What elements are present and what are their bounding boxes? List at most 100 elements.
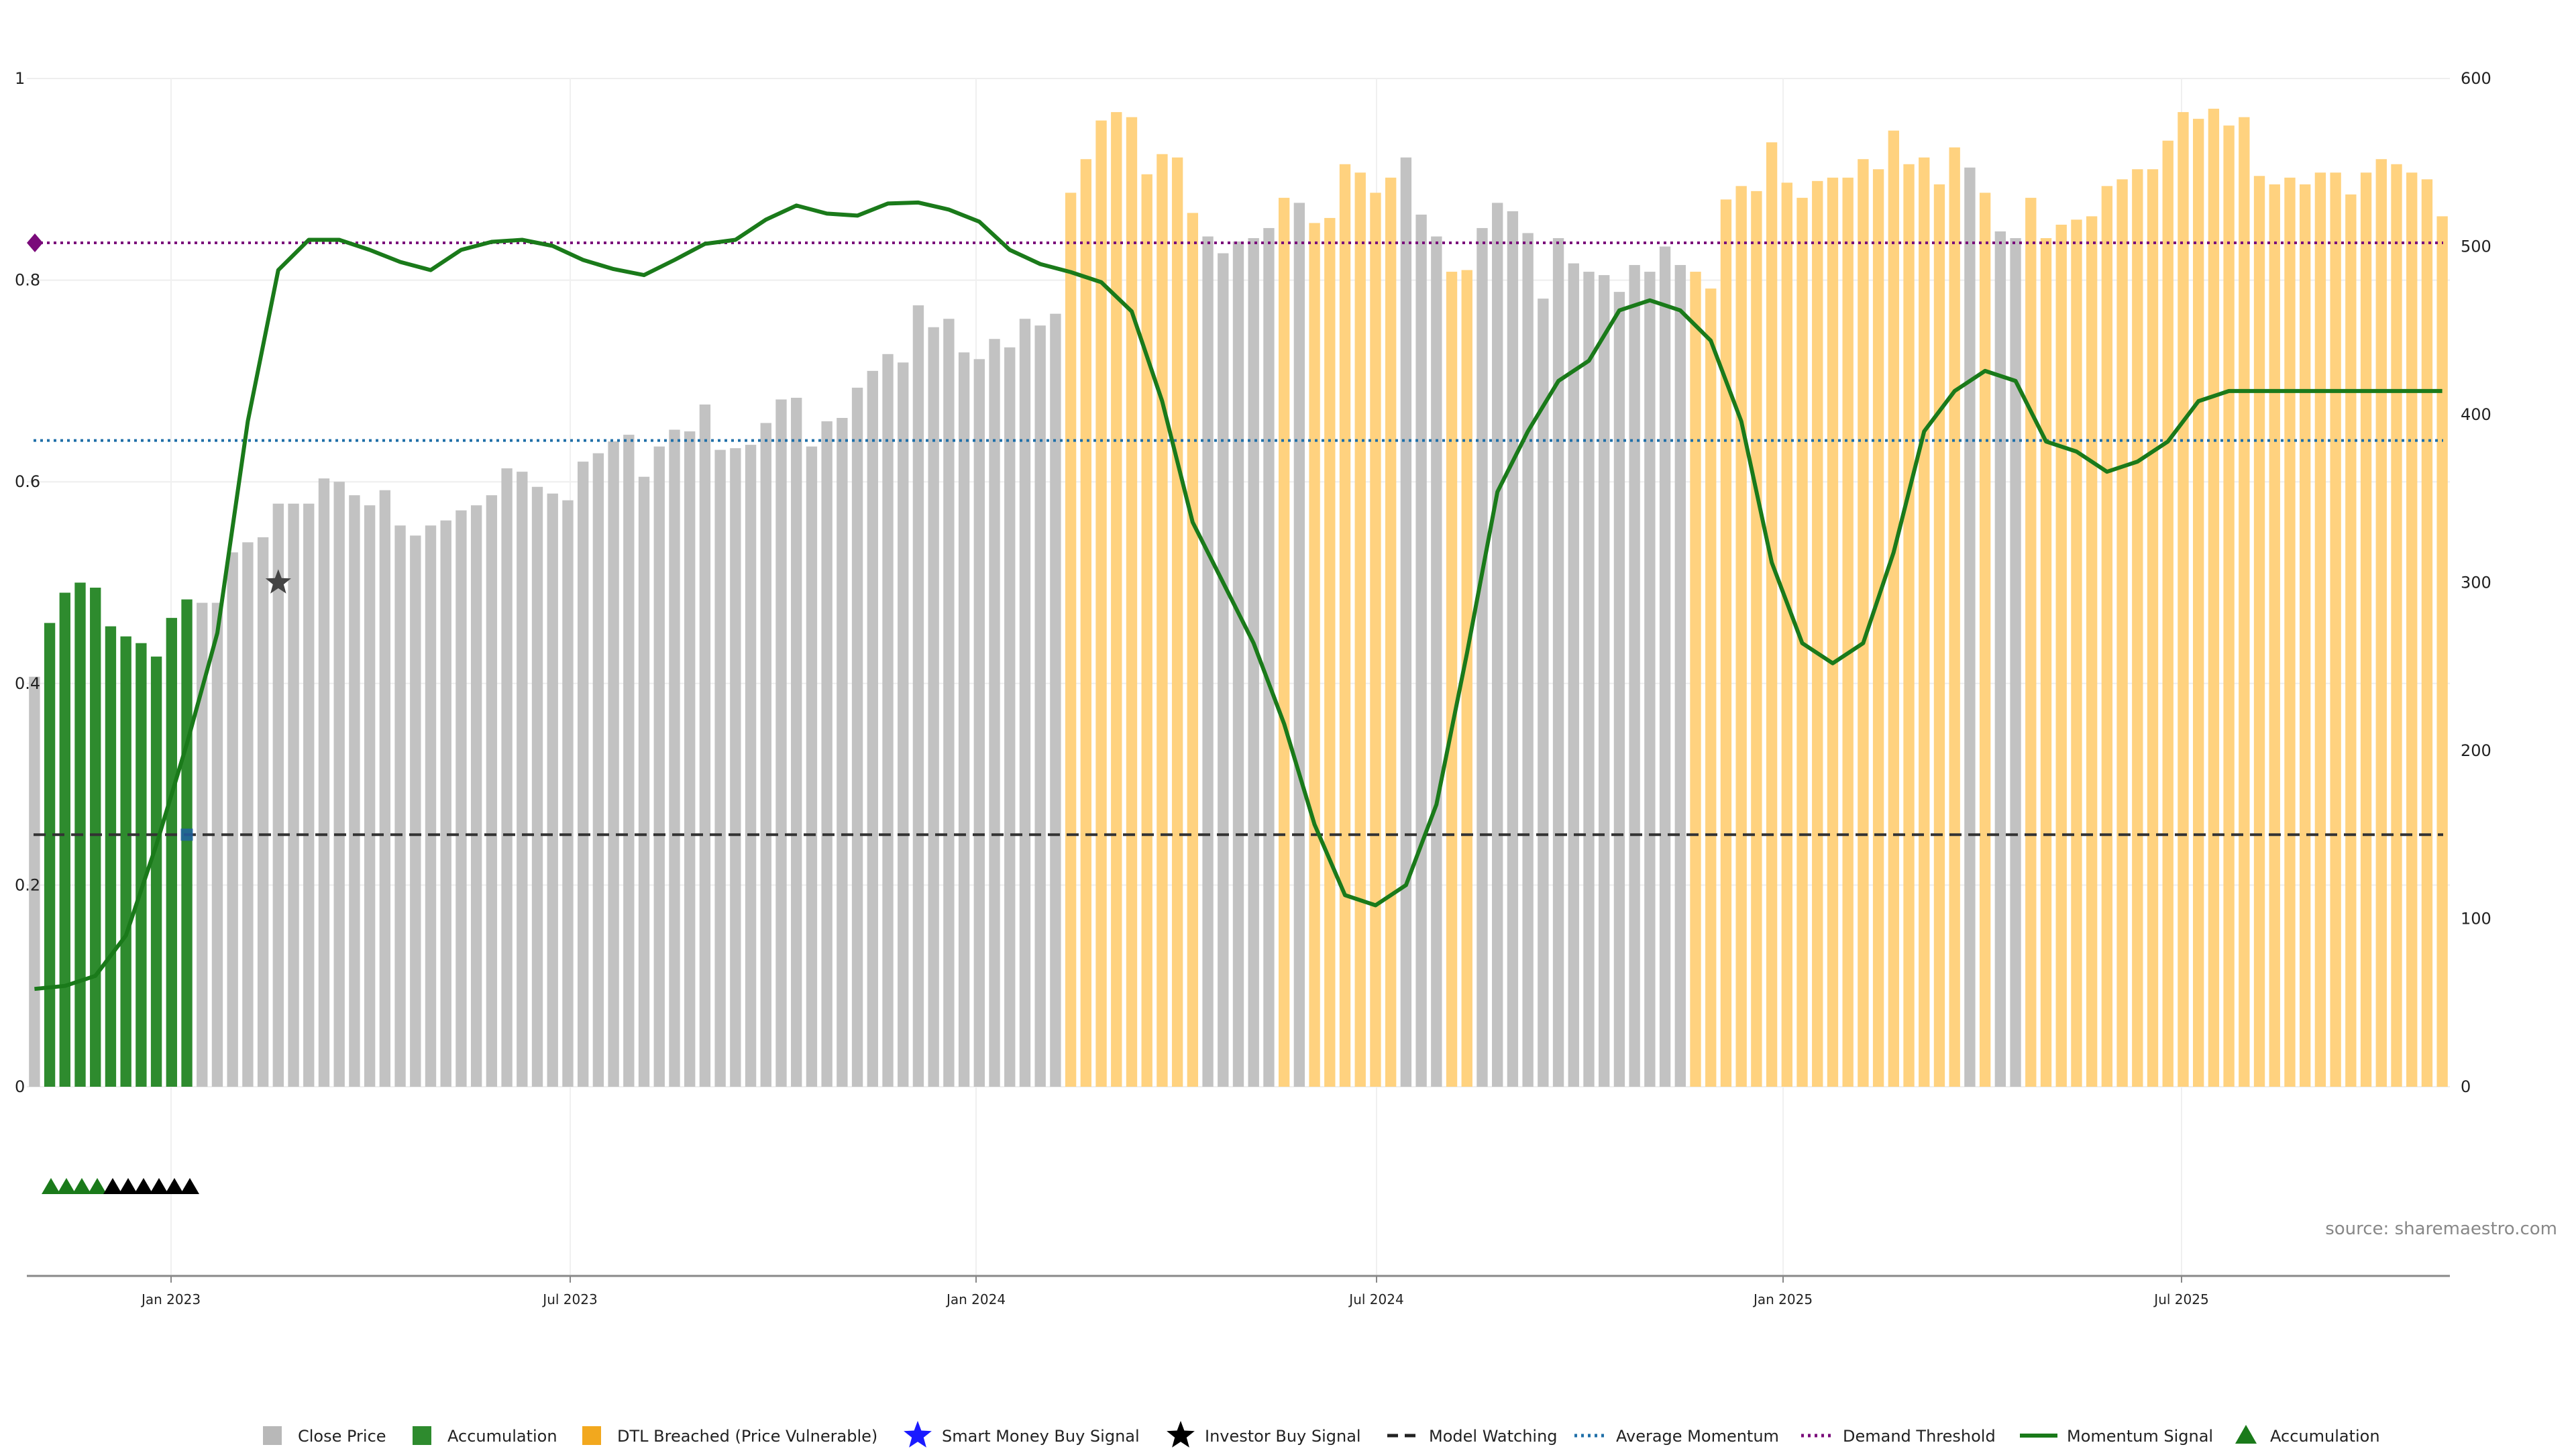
price-bar: [1461, 270, 1472, 1087]
legend-item: Accumulation: [413, 1426, 557, 1446]
legend-item: Investor Buy Signal: [1167, 1421, 1361, 1448]
price-bar: [2025, 197, 2037, 1087]
price-bar: [2192, 119, 2204, 1087]
legend-item: Demand Threshold: [1801, 1427, 1996, 1446]
price-bar: [2375, 159, 2387, 1087]
legend-label: Accumulation: [447, 1427, 557, 1446]
accumulation-triangle: [180, 1178, 199, 1194]
price-bar: [257, 537, 269, 1087]
price-bar: [105, 626, 117, 1087]
legend-item: DTL Breached (Price Vulnerable): [582, 1426, 877, 1446]
accumulation-triangle: [150, 1178, 168, 1194]
price-bar: [379, 490, 391, 1087]
price-bar: [806, 446, 818, 1087]
legend-label: Accumulation: [2270, 1427, 2380, 1446]
price-bar: [1964, 167, 1976, 1087]
price-bar: [1293, 203, 1305, 1087]
price-bar: [166, 618, 177, 1087]
price-bar: [440, 520, 451, 1087]
price-bar: [2436, 216, 2448, 1087]
price-bar: [2406, 172, 2418, 1087]
momentum-line-layer: [34, 200, 2443, 991]
price-bar: [1111, 112, 1122, 1087]
price-bar: [547, 493, 558, 1087]
price-bar: [1552, 237, 1564, 1087]
price-bar: [1232, 241, 1244, 1087]
legend-item: Close Price: [263, 1426, 386, 1446]
price-bar: [1477, 227, 1488, 1087]
price-bar: [2300, 184, 2311, 1087]
legend-item: Smart Money Buy Signal: [904, 1421, 1140, 1448]
price-bar: [211, 602, 223, 1087]
accumulation-triangles-layer: [42, 1178, 199, 1194]
price-bar: [1385, 177, 1397, 1087]
price-bar: [775, 399, 787, 1087]
accumulation-triangle: [103, 1178, 122, 1194]
right-axis-tick: 0: [2461, 1077, 2471, 1096]
x-axis-tick: Jan 2025: [1752, 1291, 1813, 1307]
legend-swatch: [263, 1426, 282, 1445]
legend-label: DTL Breached (Price Vulnerable): [617, 1427, 877, 1446]
price-bar: [1004, 347, 1016, 1087]
price-bar: [1872, 169, 1884, 1087]
price-bar: [455, 510, 467, 1087]
left-axis-tick: 0.8: [15, 271, 40, 290]
price-bar: [333, 482, 345, 1087]
price-bar: [1613, 292, 1625, 1087]
price-bar: [1263, 227, 1275, 1087]
price-bar: [1888, 130, 1900, 1087]
price-bar: [1446, 272, 1458, 1087]
price-bar: [837, 418, 848, 1087]
left-axis-tick: 0: [15, 1077, 25, 1096]
right-axis-tick: 500: [2461, 237, 2491, 256]
investor-buy-star: [265, 569, 291, 594]
price-bar: [2314, 172, 2326, 1087]
price-bar: [2010, 237, 2021, 1087]
legend-label: Smart Money Buy Signal: [942, 1427, 1140, 1446]
price-bar: [1751, 191, 1762, 1087]
price-bar: [425, 525, 437, 1087]
price-bar: [1141, 174, 1152, 1087]
price-bar: [2040, 237, 2052, 1087]
legend-label: Investor Buy Signal: [1205, 1427, 1361, 1446]
right-axis-tick: 100: [2461, 910, 2491, 928]
price-bar: [1644, 272, 1656, 1087]
price-bar: [1354, 172, 1366, 1087]
price-bar: [1842, 177, 1854, 1087]
price-bar: [989, 339, 1000, 1087]
price-bar: [2208, 109, 2220, 1087]
price-bar: [227, 552, 238, 1087]
price-bar: [242, 542, 254, 1087]
price-bar: [1766, 142, 1778, 1087]
price-bar: [943, 319, 955, 1087]
price-bar: [867, 370, 878, 1087]
price-bar: [1507, 211, 1519, 1087]
price-bar: [44, 623, 56, 1087]
legend-item: Accumulation: [2235, 1425, 2380, 1446]
accumulation-triangle: [165, 1178, 184, 1194]
price-bar: [1522, 233, 1534, 1087]
price-bar: [653, 446, 665, 1087]
price-bar: [1659, 246, 1671, 1087]
price-bar: [2391, 164, 2402, 1087]
price-bar: [1903, 164, 1915, 1087]
price-bar: [1629, 265, 1640, 1087]
x-axis-tick: Jan 2023: [140, 1291, 201, 1307]
price-bar: [1568, 263, 1579, 1087]
price-bar: [29, 676, 40, 1087]
left-axis-tick: 0.6: [15, 472, 40, 491]
price-bar: [1400, 157, 1412, 1087]
price-bar: [1949, 147, 1960, 1087]
right-axis-tick: 400: [2461, 405, 2491, 424]
price-bar: [1415, 214, 1427, 1087]
legend-triangle-icon: [2235, 1425, 2257, 1444]
price-bar: [1705, 288, 1717, 1087]
price-bar: [684, 431, 696, 1087]
price-bar: [592, 453, 604, 1087]
price-bar: [1933, 184, 1945, 1087]
price-bar: [714, 449, 726, 1087]
price-bar: [1994, 231, 2006, 1087]
price-bar: [1034, 325, 1046, 1087]
price-bar: [349, 495, 360, 1087]
legend-label: Demand Threshold: [1843, 1427, 1996, 1446]
